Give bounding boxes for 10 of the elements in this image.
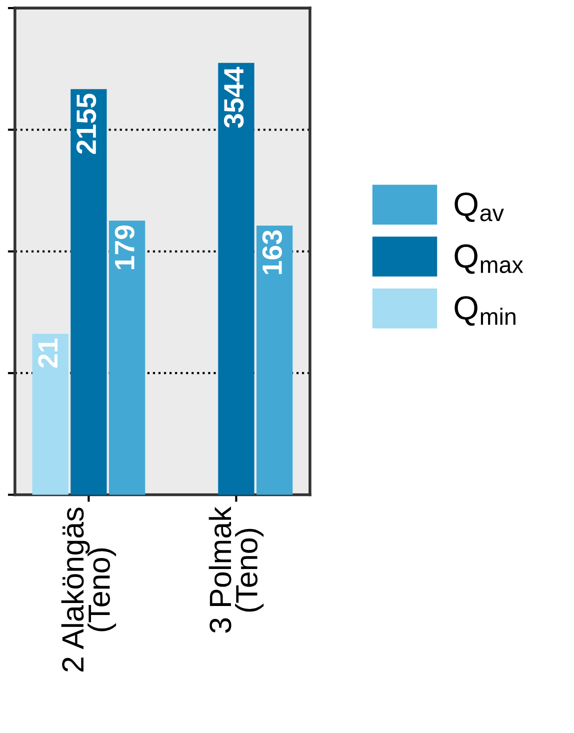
data-label: 2155 <box>76 94 96 154</box>
legend-label: Q$_{av}$ <box>454 192 504 222</box>
legend-label: Q$_{max}$ <box>454 244 524 274</box>
x-tick-label: 2 Alaköngäs (Teno) <box>61 508 116 672</box>
data-label: 3544 <box>224 66 244 128</box>
x-tick-label: 3 Polmak (Teno) <box>208 506 264 633</box>
data-label: 179 <box>114 226 134 270</box>
data-label: 21 <box>38 338 58 368</box>
legend-label: Q$_{min}$ <box>454 296 516 326</box>
data-label: 163 <box>262 230 282 274</box>
